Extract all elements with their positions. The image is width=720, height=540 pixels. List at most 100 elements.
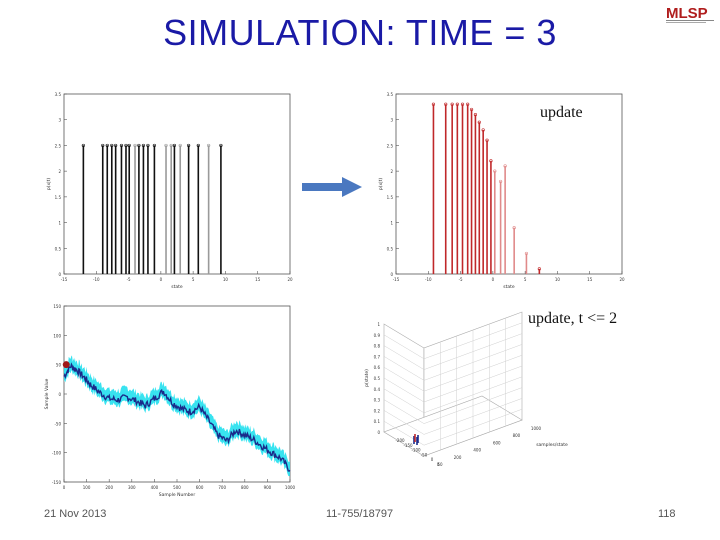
stem-head [127, 143, 131, 148]
stem-head [133, 143, 137, 148]
y-tick-label: -150 [52, 480, 62, 485]
particles-before-chart: 0 0.5 1 1.5 2 2.5 3 3.5 -15 -10 -5 0 5 10 15 20 p(x|t) st… [46, 92, 293, 290]
y-tick-label: 2 [390, 169, 393, 174]
plot-area [63, 93, 291, 275]
x-tick-label: 20 [619, 277, 625, 282]
x-tick-label: 15 [587, 277, 593, 282]
y-tick-label: 1 [390, 221, 393, 226]
x-tick-label: -15 [393, 277, 400, 282]
stem-head [164, 143, 168, 148]
x-tick-label: -10 [93, 277, 100, 282]
x-tick-label: 0 [431, 457, 434, 462]
stem-head [110, 143, 114, 148]
x-tick-label: 0 [160, 277, 163, 282]
stem-head [503, 164, 507, 168]
particles-after-chart: 0 0.5 1 1.5 2 2.5 3 3.5 -15 -10 -5 0 5 10 15 20 p(x|t) st… [378, 92, 625, 290]
update-label: update [540, 104, 583, 121]
x-tick-label: 10 [555, 277, 561, 282]
grid-line [383, 334, 425, 360]
y-tick-label: 0 [437, 462, 440, 467]
y-tick-label: 800 [513, 433, 521, 438]
stem-head [146, 143, 150, 148]
y-tick-label: 0 [390, 272, 393, 277]
y-tick-label: 3.5 [55, 92, 62, 97]
z-tick-label: 0.4 [374, 387, 381, 392]
x-tick-label: 5 [524, 277, 527, 282]
x-tick-label: -200 [395, 438, 405, 443]
z-tick-label: 0 [377, 430, 380, 435]
y-tick-label: 2 [58, 169, 61, 174]
series-line [63, 362, 291, 472]
y-tick-label: 150 [53, 304, 61, 309]
z-tick-label: 0.7 [374, 354, 381, 359]
y-tick-label: 1.5 [387, 195, 394, 200]
y-tick-label: 600 [493, 440, 501, 445]
x-tick-label: 300 [128, 485, 136, 490]
grid-line [383, 345, 425, 370]
stem-head [466, 102, 470, 106]
y-tick-label: 1000 [531, 426, 542, 431]
stem-head [499, 179, 503, 184]
stem-head [152, 143, 156, 148]
stem-head [169, 143, 173, 148]
stem-head [219, 143, 223, 148]
grid-line [383, 366, 425, 392]
x-axis-label: state [503, 284, 515, 290]
stem-head [141, 143, 146, 148]
y-tick-label: 3.5 [387, 92, 394, 97]
stem-head [537, 267, 541, 271]
x-tick-label: 500 [173, 485, 181, 490]
x-axis-label: Sample Number [159, 492, 196, 498]
stem-head [137, 143, 141, 148]
stem-head [450, 102, 454, 106]
stem-head [105, 143, 109, 148]
y-tick-label: 0 [58, 272, 61, 277]
current-point [62, 361, 70, 369]
x-tick-label: 0 [492, 277, 495, 282]
z-axis-label: p(state) [364, 369, 370, 387]
stem-head [469, 107, 474, 112]
x-tick-label: 5 [192, 277, 195, 282]
y-tick-label: 2.5 [387, 143, 394, 148]
x-tick-label: -5 [127, 277, 131, 282]
stem-head [444, 102, 448, 106]
z-tick-label: 0.6 [374, 365, 381, 370]
update-t-label: update, t <= 2 [528, 310, 618, 327]
y-tick-label: 0.5 [55, 246, 62, 251]
stem-head [481, 128, 485, 132]
z-tick-label: 0.5 [374, 376, 381, 381]
footer-page-number: 118 [658, 508, 676, 520]
x-tick-label: -10 [425, 277, 432, 282]
stem-head [489, 159, 493, 163]
x-tick-label: 200 [105, 485, 113, 490]
z-tick-label: 0.8 [374, 344, 381, 349]
y-tick-label: 3 [390, 118, 393, 123]
z-tick-label: 0.2 [374, 408, 381, 413]
trajectory-chart: -150 -100 -50 0 50 100 150 0 100 200 300 400 500 600 7… [44, 304, 296, 498]
x-axis-label: state [171, 284, 183, 290]
z-tick-label: 0.9 [374, 333, 381, 338]
z-tick-label: 1 [377, 322, 380, 327]
stem-head [473, 112, 478, 117]
stem-head [196, 143, 200, 148]
stem-head [207, 143, 211, 148]
y-axis-label: samples/state [536, 442, 568, 448]
y-axis-label: Sample Value [44, 378, 50, 409]
stem-head [187, 143, 191, 148]
y-tick-label: 1.5 [55, 195, 62, 200]
x-tick-label: -50 [421, 452, 428, 457]
stem-head [81, 143, 85, 148]
footer-date: 21 Nov 2013 [44, 508, 107, 520]
x-tick-label: -150 [403, 443, 413, 448]
y-axis-label: p(x|t) [46, 178, 52, 191]
stem-head [460, 102, 465, 106]
stem-head [119, 143, 124, 148]
stem-head [101, 143, 105, 148]
z-tick-label: 0.3 [374, 398, 381, 403]
grid-line [383, 399, 425, 424]
arrow-icon [302, 177, 362, 197]
y-tick-label: -50 [54, 421, 61, 426]
stem-head [524, 251, 529, 256]
x-tick-label: -100 [411, 448, 421, 453]
stem-head [477, 120, 481, 124]
